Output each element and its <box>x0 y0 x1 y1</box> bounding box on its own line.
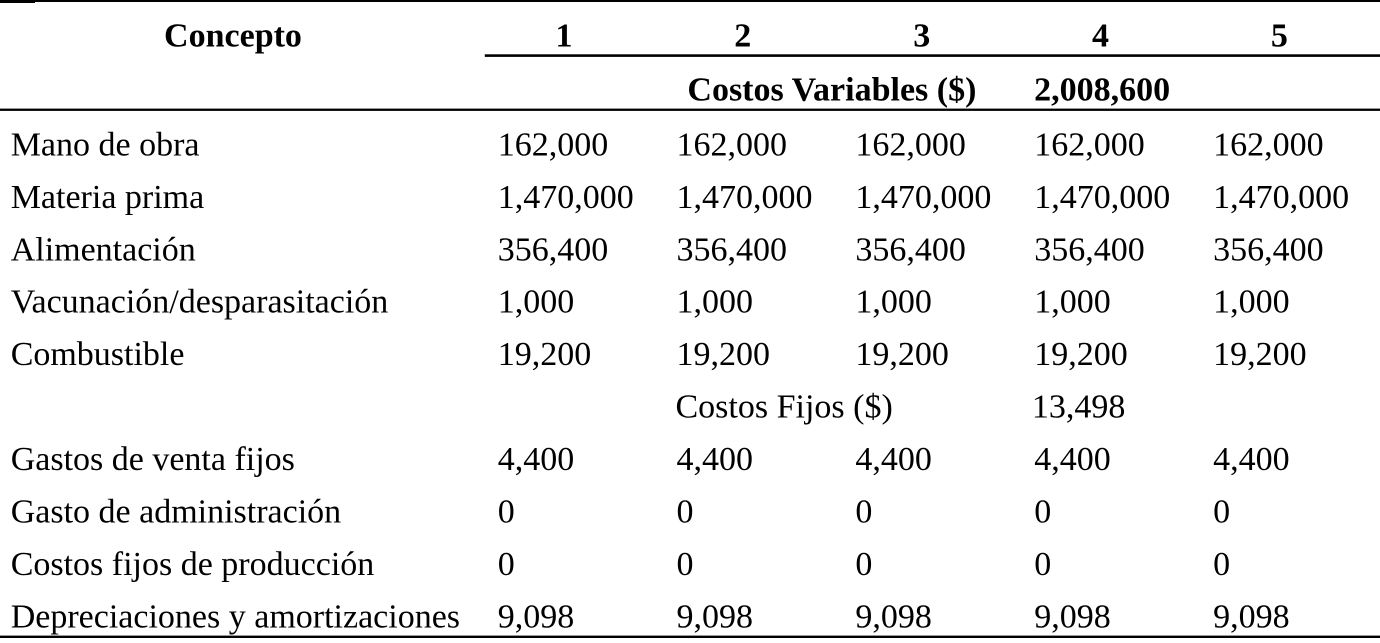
svg-text:1,470,000: 1,470,000 <box>1034 179 1170 216</box>
svg-text:4,400: 4,400 <box>855 441 932 478</box>
svg-text:Combustible: Combustible <box>11 336 185 373</box>
svg-text:0: 0 <box>677 546 694 583</box>
svg-text:Costos fijos de producción: Costos fijos de producción <box>11 546 375 583</box>
svg-text:13,498: 13,498 <box>1032 389 1126 426</box>
svg-text:1,470,000: 1,470,000 <box>1213 179 1349 216</box>
svg-text:Materia prima: Materia prima <box>11 179 205 216</box>
svg-text:356,400: 356,400 <box>1034 231 1145 268</box>
svg-text:162,000: 162,000 <box>1213 126 1324 163</box>
svg-text:19,200: 19,200 <box>1213 336 1307 373</box>
svg-text:0: 0 <box>1213 546 1230 583</box>
svg-text:9,098: 9,098 <box>498 598 575 635</box>
svg-text:Gastos de venta fijos: Gastos de venta fijos <box>11 441 295 478</box>
svg-text:1,470,000: 1,470,000 <box>855 179 991 216</box>
svg-text:Alimentación: Alimentación <box>11 231 196 268</box>
svg-text:2,008,600: 2,008,600 <box>1034 71 1170 108</box>
svg-text:5: 5 <box>1271 18 1288 55</box>
svg-text:162,000: 162,000 <box>855 126 966 163</box>
svg-text:19,200: 19,200 <box>855 336 949 373</box>
svg-text:3: 3 <box>913 18 930 55</box>
svg-text:1,000: 1,000 <box>677 284 754 321</box>
svg-text:1,470,000: 1,470,000 <box>498 179 634 216</box>
svg-text:Vacunación/desparasitación: Vacunación/desparasitación <box>11 284 389 321</box>
svg-text:Gasto de administración: Gasto de administración <box>11 494 341 531</box>
svg-text:9,098: 9,098 <box>1213 598 1290 635</box>
svg-text:9,098: 9,098 <box>677 598 754 635</box>
svg-text:Costos Variables ($): Costos Variables ($) <box>687 71 976 108</box>
svg-text:0: 0 <box>1213 494 1230 531</box>
svg-text:162,000: 162,000 <box>498 126 609 163</box>
svg-text:4: 4 <box>1092 18 1109 55</box>
svg-text:356,400: 356,400 <box>677 231 788 268</box>
svg-text:4,400: 4,400 <box>1213 441 1290 478</box>
svg-text:Depreciaciones y amortizacione: Depreciaciones y amortizaciones <box>11 598 460 635</box>
svg-text:Costos Fijos ($): Costos Fijos ($) <box>676 389 893 426</box>
svg-text:356,400: 356,400 <box>498 231 609 268</box>
svg-text:1,000: 1,000 <box>855 284 932 321</box>
svg-text:1,000: 1,000 <box>1034 284 1111 321</box>
svg-text:0: 0 <box>677 494 694 531</box>
svg-text:Mano de obra: Mano de obra <box>11 126 200 163</box>
svg-text:0: 0 <box>855 494 872 531</box>
svg-text:0: 0 <box>498 494 515 531</box>
svg-text:0: 0 <box>1034 494 1051 531</box>
svg-text:9,098: 9,098 <box>1034 598 1111 635</box>
svg-text:1,000: 1,000 <box>1213 284 1290 321</box>
svg-text:162,000: 162,000 <box>677 126 788 163</box>
svg-text:0: 0 <box>855 546 872 583</box>
svg-text:1,000: 1,000 <box>498 284 575 321</box>
svg-text:1: 1 <box>556 18 573 55</box>
svg-text:0: 0 <box>1034 546 1051 583</box>
svg-text:9,098: 9,098 <box>855 598 932 635</box>
svg-text:4,400: 4,400 <box>1034 441 1111 478</box>
svg-text:4,400: 4,400 <box>677 441 754 478</box>
svg-text:1,470,000: 1,470,000 <box>677 179 813 216</box>
svg-text:0: 0 <box>498 546 515 583</box>
svg-text:19,200: 19,200 <box>1034 336 1128 373</box>
svg-text:356,400: 356,400 <box>1213 231 1324 268</box>
svg-text:19,200: 19,200 <box>498 336 592 373</box>
svg-text:356,400: 356,400 <box>855 231 966 268</box>
svg-text:162,000: 162,000 <box>1034 126 1145 163</box>
svg-text:19,200: 19,200 <box>677 336 771 373</box>
svg-text:2: 2 <box>734 18 751 55</box>
svg-text:Concepto: Concepto <box>164 18 302 55</box>
svg-text:4,400: 4,400 <box>498 441 575 478</box>
